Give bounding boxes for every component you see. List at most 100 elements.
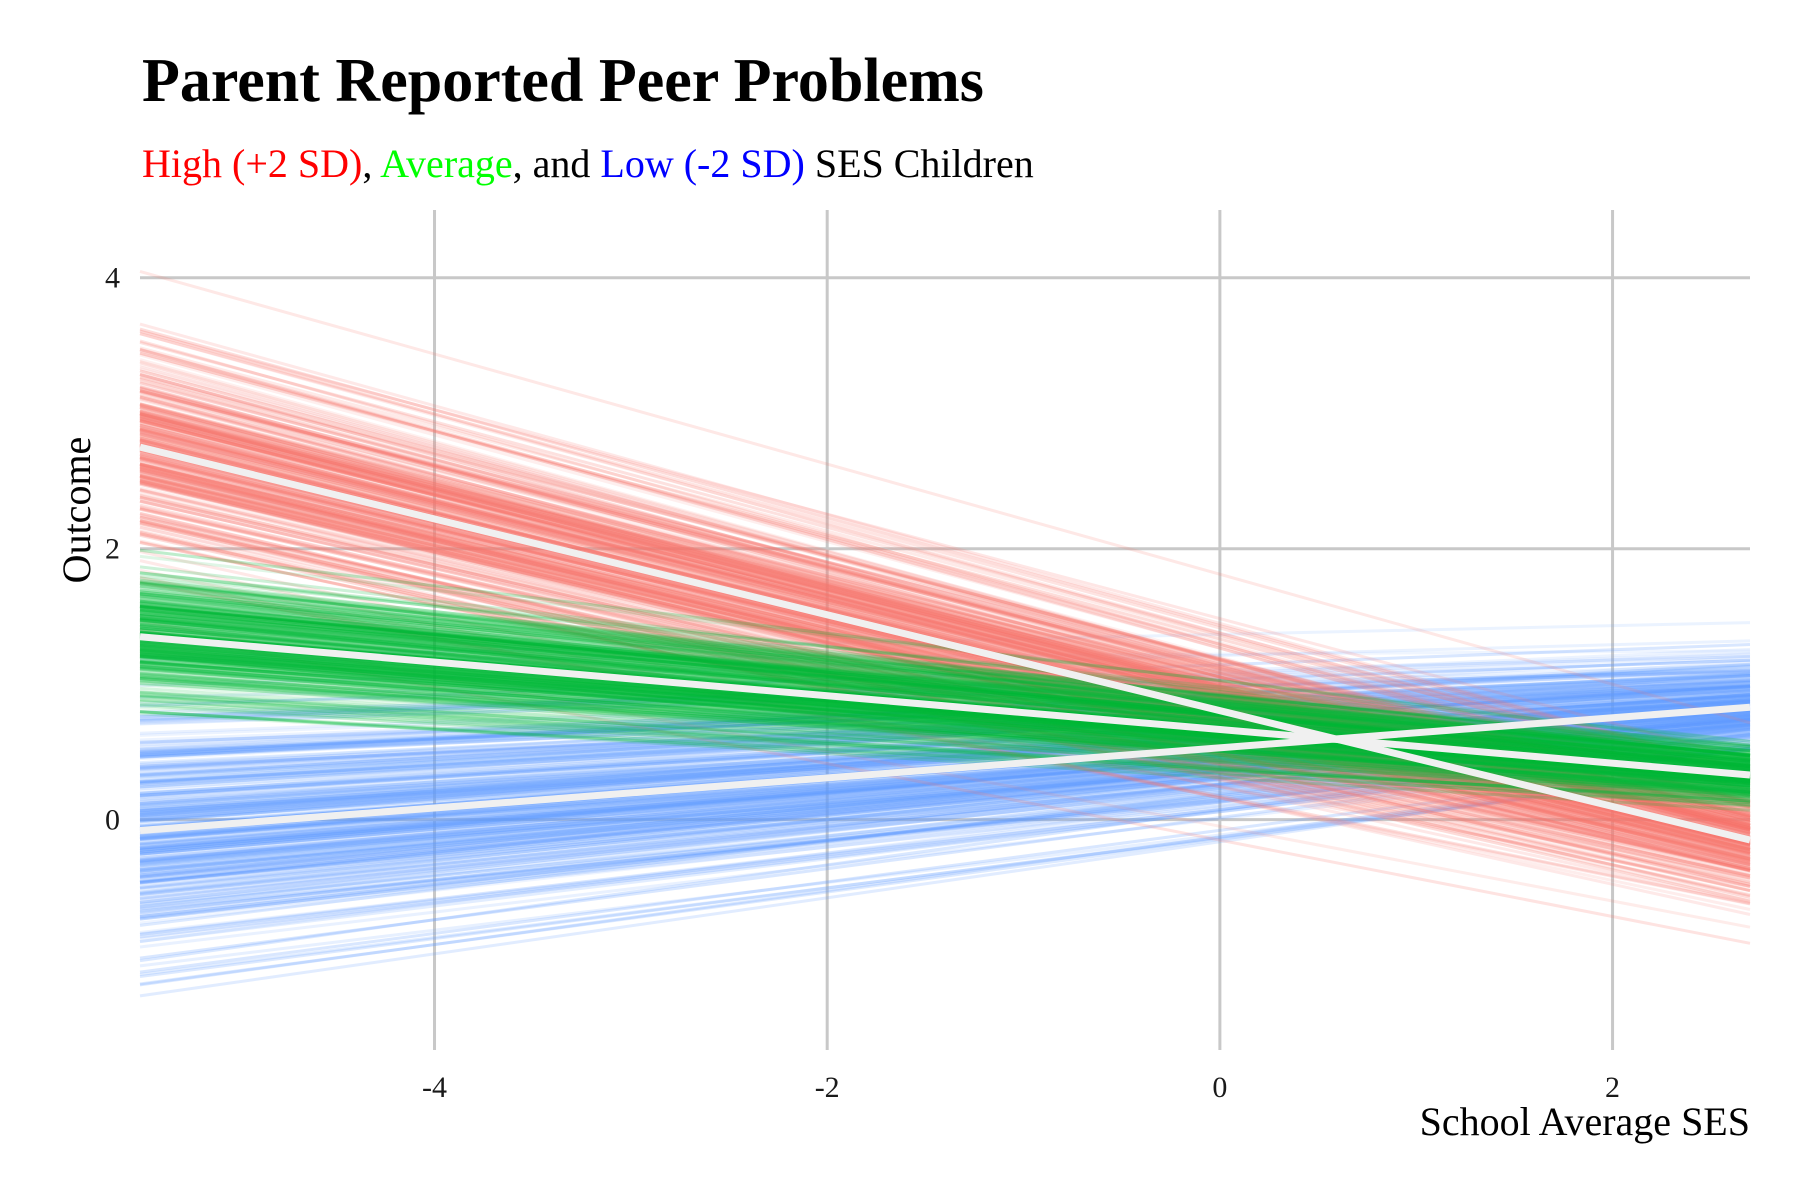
posterior-draw-line (139, 716, 1751, 849)
posterior-draw-line (139, 471, 1751, 854)
posterior-draw-line (139, 688, 1751, 795)
posterior-draw-line (139, 689, 1751, 797)
posterior-draw-line (139, 403, 1751, 807)
posterior-draw-line (139, 712, 1751, 801)
posterior-draw-line (139, 473, 1751, 864)
posterior-draw-line (139, 616, 1751, 772)
posterior-draw-line (139, 713, 1751, 842)
posterior-draw-line (139, 710, 1751, 807)
posterior-draw-line (139, 656, 1751, 785)
posterior-draw-line (139, 472, 1751, 847)
posterior-draw-line (139, 474, 1751, 855)
posterior-draw-line (139, 746, 1751, 936)
posterior-draw-line (139, 660, 1751, 781)
posterior-draw-line (139, 767, 1751, 986)
posterior-draw-line (139, 481, 1751, 862)
posterior-draw-line (139, 473, 1751, 857)
posterior-draw-line (139, 643, 1751, 780)
posterior-draw-line (139, 463, 1751, 851)
posterior-draw-line (139, 495, 1751, 870)
posterior-draw-line (139, 398, 1751, 811)
posterior-draw-line (139, 703, 1751, 815)
posterior-draw-line (139, 409, 1751, 817)
posterior-draw-line (139, 414, 1751, 812)
posterior-draw-line (139, 488, 1751, 862)
posterior-draw-line (139, 669, 1751, 725)
posterior-draw-line (139, 619, 1751, 929)
posterior-draw-line (139, 715, 1751, 852)
posterior-draw-line (139, 429, 1751, 823)
posterior-draw-line (139, 764, 1751, 998)
posterior-draw-line (139, 660, 1751, 785)
posterior-draw-line (139, 711, 1751, 856)
posterior-draw-line (139, 393, 1751, 805)
posterior-draw-line (139, 652, 1751, 784)
posterior-draw-line (139, 464, 1751, 864)
posterior-draw-line (139, 426, 1751, 832)
posterior-draw-line (139, 366, 1751, 806)
posterior-draw-line (139, 476, 1751, 865)
posterior-draw-line (139, 617, 1751, 771)
posterior-draw-line (139, 419, 1751, 830)
posterior-draw-line (139, 340, 1751, 778)
posterior-draw-line (139, 689, 1751, 773)
posterior-draw-line (139, 454, 1751, 846)
posterior-draw-line (139, 463, 1751, 849)
posterior-draw-line (139, 661, 1751, 780)
posterior-draw-line (139, 467, 1751, 847)
posterior-draw-line (139, 716, 1751, 845)
posterior-draw-line (139, 409, 1751, 809)
posterior-draw-line (139, 718, 1751, 858)
posterior-draw-line (139, 427, 1751, 832)
posterior-draw-line (139, 710, 1751, 850)
posterior-draw-line (139, 701, 1751, 818)
posterior-draw-line (139, 654, 1751, 782)
posterior-draw-line (139, 465, 1751, 855)
posterior-draw-line (139, 739, 1751, 908)
posterior-draw-line (139, 664, 1751, 788)
posterior-draw-line (139, 715, 1751, 842)
posterior-draw-line (139, 698, 1751, 808)
posterior-draw-line (139, 466, 1751, 859)
posterior-draw-line (139, 349, 1751, 793)
posterior-draw-line (139, 423, 1751, 832)
posterior-draw-line (139, 700, 1751, 805)
posterior-draw-line (139, 681, 1751, 774)
posterior-draw-line (139, 642, 1751, 781)
posterior-draw-line (139, 480, 1751, 861)
posterior-draw-line (139, 415, 1751, 835)
posterior-draw-line (139, 453, 1751, 855)
posterior-draw-line (139, 448, 1751, 851)
posterior-draw-line (139, 721, 1751, 871)
posterior-draw-line (139, 694, 1751, 788)
posterior-draw-line (139, 372, 1751, 819)
posterior-draw-line (139, 695, 1751, 817)
posterior-draw-line (139, 449, 1751, 852)
posterior-draw-line (139, 412, 1751, 828)
posterior-draw-line (139, 649, 1751, 780)
posterior-draw-line (139, 541, 1751, 881)
posterior-draw-line (139, 592, 1751, 764)
posterior-draw-line (139, 654, 1751, 786)
posterior-draw-line (139, 713, 1751, 854)
posterior-draw-line (139, 702, 1751, 803)
posterior-draw-line (139, 462, 1751, 850)
posterior-draw-line (139, 699, 1751, 828)
posterior-draw-line (139, 684, 1751, 786)
posterior-draw-line (139, 721, 1751, 860)
posterior-draw-line (139, 452, 1751, 846)
posterior-draw-line (139, 684, 1751, 816)
posterior-draw-line (139, 415, 1751, 814)
posterior-draw-line (139, 387, 1751, 811)
posterior-draw-line (139, 455, 1751, 847)
posterior-draw-line (139, 515, 1751, 871)
posterior-draw-line (139, 470, 1751, 858)
posterior-draw-line (139, 699, 1751, 817)
posterior-draw-line (139, 418, 1751, 830)
posterior-draw-line (139, 684, 1751, 744)
posterior-draw-line (139, 416, 1751, 826)
posterior-draw-line (139, 687, 1751, 779)
posterior-draw-line (139, 610, 1751, 763)
posterior-draw-line (139, 474, 1751, 854)
posterior-draw-line (139, 708, 1751, 842)
